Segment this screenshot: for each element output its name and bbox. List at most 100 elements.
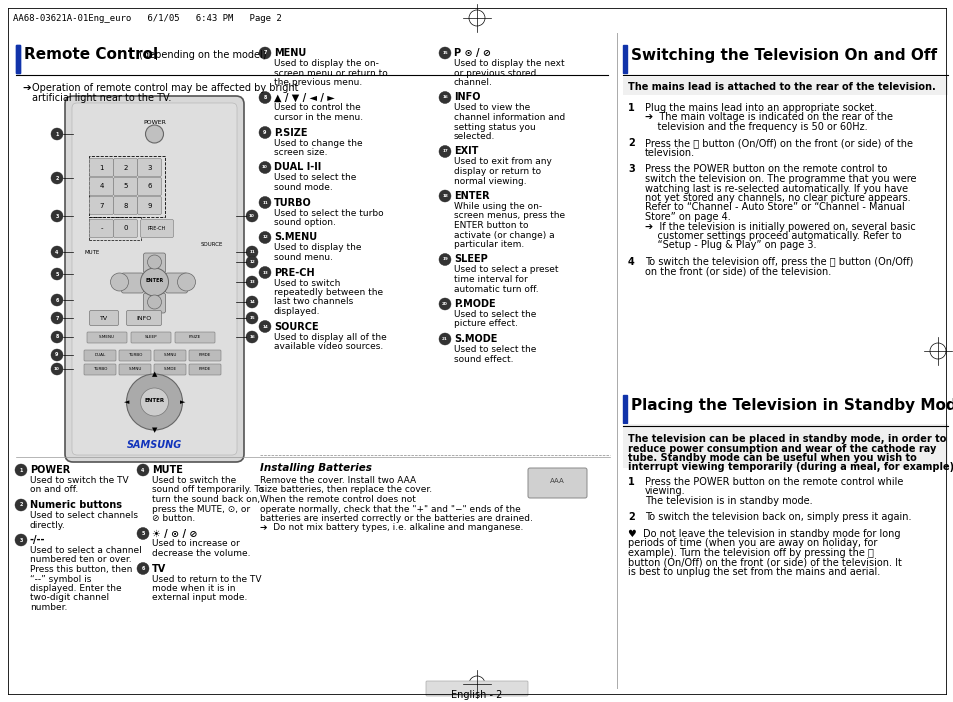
FancyBboxPatch shape (153, 350, 186, 361)
FancyBboxPatch shape (87, 332, 127, 343)
Text: ➔  Do not mix battery types, i.e. alkaline and manganese.: ➔ Do not mix battery types, i.e. alkalin… (260, 524, 523, 533)
Circle shape (127, 374, 182, 430)
Text: S.MNU: S.MNU (163, 353, 176, 357)
FancyBboxPatch shape (121, 273, 143, 293)
FancyBboxPatch shape (131, 332, 171, 343)
Text: S.MODE: S.MODE (454, 334, 497, 344)
Text: channel information and: channel information and (454, 113, 565, 122)
Text: screen menu or return to: screen menu or return to (274, 69, 387, 77)
Text: INFO: INFO (454, 93, 480, 102)
Text: screen menus, press the: screen menus, press the (454, 211, 564, 220)
FancyBboxPatch shape (65, 96, 244, 462)
Circle shape (51, 128, 63, 140)
Text: Used to select the: Used to select the (274, 173, 356, 183)
FancyBboxPatch shape (119, 350, 151, 361)
Text: 2: 2 (627, 138, 634, 149)
Circle shape (258, 197, 271, 208)
Text: screen size.: screen size. (274, 148, 327, 157)
Text: batteries are inserted correctly or the batteries are drained.: batteries are inserted correctly or the … (260, 514, 533, 523)
Text: cursor in the menu.: cursor in the menu. (274, 113, 363, 122)
Text: 2: 2 (55, 176, 59, 180)
Text: 14: 14 (262, 324, 268, 329)
Text: repeatedly between the: repeatedly between the (274, 288, 383, 297)
Text: television and the frequency is 50 or 60Hz.: television and the frequency is 50 or 60… (644, 122, 866, 132)
Text: 13: 13 (249, 280, 254, 284)
Text: reduce power consumption and wear of the cathode ray: reduce power consumption and wear of the… (627, 444, 936, 453)
Text: Used to view the: Used to view the (454, 103, 530, 112)
Text: Used to control the: Used to control the (274, 103, 360, 112)
Text: 4: 4 (55, 249, 59, 255)
Text: “--” symbol is: “--” symbol is (30, 574, 91, 583)
Text: is best to unplug the set from the mains and aerial.: is best to unplug the set from the mains… (627, 567, 880, 577)
Text: ➔  If the television is initially powered on, several basic: ➔ If the television is initially powered… (644, 222, 915, 232)
Text: 3: 3 (55, 213, 59, 218)
Bar (622, 45, 626, 73)
Text: 21: 21 (441, 337, 447, 341)
Text: POWER: POWER (143, 120, 166, 125)
Text: Press the ⓘ button (On/Off) on the front (or side) of the: Press the ⓘ button (On/Off) on the front… (644, 138, 912, 149)
Text: 1: 1 (99, 164, 104, 171)
Text: press the MUTE, ⊙, or: press the MUTE, ⊙, or (152, 505, 250, 513)
Circle shape (137, 562, 149, 574)
Text: MUTE: MUTE (85, 249, 100, 255)
Text: ☀ / ⊙ / ⊘: ☀ / ⊙ / ⊘ (152, 529, 197, 538)
Text: The mains lead is attached to the rear of the television.: The mains lead is attached to the rear o… (627, 82, 935, 92)
Circle shape (51, 210, 63, 222)
Text: 12: 12 (249, 260, 254, 264)
Text: display or return to: display or return to (454, 167, 540, 176)
Text: S.MENU: S.MENU (274, 232, 316, 242)
Text: ▲ / ▼ / ◄ / ►: ▲ / ▼ / ◄ / ► (274, 93, 335, 102)
Circle shape (438, 253, 451, 265)
Text: Press this button, then: Press this button, then (30, 565, 132, 574)
Text: 15: 15 (442, 51, 447, 55)
Circle shape (15, 499, 27, 511)
Text: 0: 0 (123, 225, 128, 232)
Text: AAA: AAA (549, 478, 564, 484)
Text: ➔: ➔ (22, 83, 30, 93)
Text: Used to increase or: Used to increase or (152, 540, 239, 548)
FancyBboxPatch shape (119, 364, 151, 375)
Text: Used to display the next: Used to display the next (454, 59, 564, 68)
Bar (622, 395, 626, 423)
Text: number.: number. (30, 603, 68, 612)
Text: Remote Control: Remote Control (24, 47, 158, 62)
Text: English - 2: English - 2 (451, 690, 502, 700)
Text: Used to switch: Used to switch (274, 279, 340, 288)
Text: Used to exit from any: Used to exit from any (454, 157, 551, 166)
Text: Switching the Television On and Off: Switching the Television On and Off (630, 48, 936, 63)
Circle shape (51, 246, 63, 258)
Circle shape (140, 388, 169, 416)
Circle shape (258, 126, 271, 138)
Bar (622, 77, 947, 95)
Text: watching last is re-selected automatically. If you have: watching last is re-selected automatical… (644, 183, 907, 194)
FancyBboxPatch shape (71, 103, 236, 455)
FancyBboxPatch shape (84, 364, 116, 375)
Text: “Setup - Plug & Play” on page 3.: “Setup - Plug & Play” on page 3. (644, 241, 816, 251)
Text: 16: 16 (441, 95, 447, 100)
Text: 11: 11 (262, 201, 268, 204)
Text: Remove the cover. Install two AAA: Remove the cover. Install two AAA (260, 476, 416, 485)
Text: customer settings proceed automatically. Refer to: customer settings proceed automatically.… (644, 231, 901, 241)
FancyBboxPatch shape (527, 468, 586, 498)
Text: picture effect.: picture effect. (454, 319, 517, 329)
Text: 5: 5 (141, 531, 145, 536)
Text: -: - (100, 225, 103, 232)
Text: P.MDE: P.MDE (198, 367, 211, 371)
Text: interrupt viewing temporarily (during a meal, for example).: interrupt viewing temporarily (during a … (627, 463, 953, 472)
Text: AA68-03621A-01Eng_euro   6/1/05   6:43 PM   Page 2: AA68-03621A-01Eng_euro 6/1/05 6:43 PM Pa… (13, 14, 281, 23)
Text: displayed. Enter the: displayed. Enter the (30, 584, 121, 593)
Text: The television can be placed in standby mode, in order to: The television can be placed in standby … (627, 434, 945, 444)
Text: 2: 2 (19, 503, 23, 508)
Text: DUAL: DUAL (94, 353, 106, 357)
Text: 1: 1 (627, 103, 634, 113)
Text: Used to switch the TV: Used to switch the TV (30, 476, 129, 485)
Text: button (On/Off) on the front (or side) of the television. It: button (On/Off) on the front (or side) o… (627, 557, 901, 567)
Text: 10: 10 (54, 367, 60, 371)
Text: switch the television on. The programme that you were: switch the television on. The programme … (644, 174, 916, 184)
Text: 7: 7 (99, 202, 104, 208)
Text: available video sources.: available video sources. (274, 342, 383, 351)
Text: To switch the television off, press the ⓘ button (On/Off): To switch the television off, press the … (644, 257, 912, 267)
Text: mode when it is in: mode when it is in (152, 584, 235, 593)
Text: ►: ► (179, 399, 185, 405)
Text: 1: 1 (55, 131, 59, 136)
